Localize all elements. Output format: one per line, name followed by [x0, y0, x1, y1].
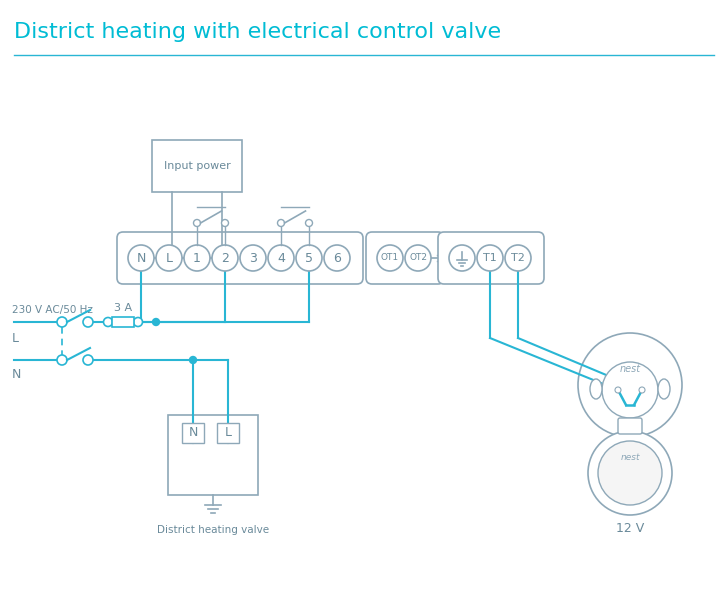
Text: T2: T2 — [511, 253, 525, 263]
Circle shape — [128, 245, 154, 271]
Circle shape — [377, 245, 403, 271]
Text: District heating with electrical control valve: District heating with electrical control… — [14, 22, 501, 42]
Text: 6: 6 — [333, 251, 341, 264]
FancyBboxPatch shape — [152, 140, 242, 192]
Circle shape — [405, 245, 431, 271]
Circle shape — [602, 362, 658, 418]
FancyBboxPatch shape — [112, 317, 134, 327]
Circle shape — [306, 220, 312, 226]
Circle shape — [57, 317, 67, 327]
Circle shape — [184, 245, 210, 271]
Circle shape — [221, 220, 229, 226]
Circle shape — [83, 355, 93, 365]
Circle shape — [103, 318, 113, 327]
Text: 3: 3 — [249, 251, 257, 264]
Circle shape — [639, 387, 645, 393]
Circle shape — [189, 356, 197, 364]
Circle shape — [156, 245, 182, 271]
Circle shape — [477, 245, 503, 271]
FancyBboxPatch shape — [182, 423, 204, 443]
Text: 12 V: 12 V — [616, 523, 644, 536]
Text: L: L — [165, 251, 173, 264]
FancyBboxPatch shape — [366, 232, 444, 284]
Text: N: N — [189, 426, 198, 440]
Circle shape — [615, 387, 621, 393]
Circle shape — [212, 245, 238, 271]
Circle shape — [578, 333, 682, 437]
FancyBboxPatch shape — [217, 423, 239, 443]
Circle shape — [57, 355, 67, 365]
Circle shape — [449, 245, 475, 271]
Circle shape — [277, 220, 285, 226]
Text: 1: 1 — [193, 251, 201, 264]
FancyBboxPatch shape — [168, 415, 258, 495]
Circle shape — [194, 220, 200, 226]
Text: 4: 4 — [277, 251, 285, 264]
Text: nest: nest — [620, 364, 641, 374]
Text: 5: 5 — [305, 251, 313, 264]
Text: L: L — [12, 331, 19, 345]
Text: 3 A: 3 A — [114, 303, 132, 313]
Ellipse shape — [590, 379, 602, 399]
Text: T1: T1 — [483, 253, 497, 263]
Text: L: L — [224, 426, 232, 440]
Circle shape — [133, 318, 143, 327]
Text: N: N — [12, 368, 21, 381]
Circle shape — [505, 245, 531, 271]
Text: nest: nest — [620, 453, 640, 462]
FancyBboxPatch shape — [618, 418, 642, 434]
Circle shape — [240, 245, 266, 271]
Text: Input power: Input power — [164, 161, 230, 171]
Text: OT2: OT2 — [409, 254, 427, 263]
FancyBboxPatch shape — [438, 232, 544, 284]
Text: 2: 2 — [221, 251, 229, 264]
Circle shape — [588, 431, 672, 515]
Circle shape — [598, 441, 662, 505]
Circle shape — [268, 245, 294, 271]
Text: N: N — [136, 251, 146, 264]
Circle shape — [296, 245, 322, 271]
Circle shape — [324, 245, 350, 271]
Circle shape — [152, 318, 159, 326]
Text: OT1: OT1 — [381, 254, 399, 263]
FancyBboxPatch shape — [117, 232, 363, 284]
Text: District heating valve: District heating valve — [157, 525, 269, 535]
Ellipse shape — [658, 379, 670, 399]
Circle shape — [83, 317, 93, 327]
Text: 230 V AC/50 Hz: 230 V AC/50 Hz — [12, 305, 93, 315]
